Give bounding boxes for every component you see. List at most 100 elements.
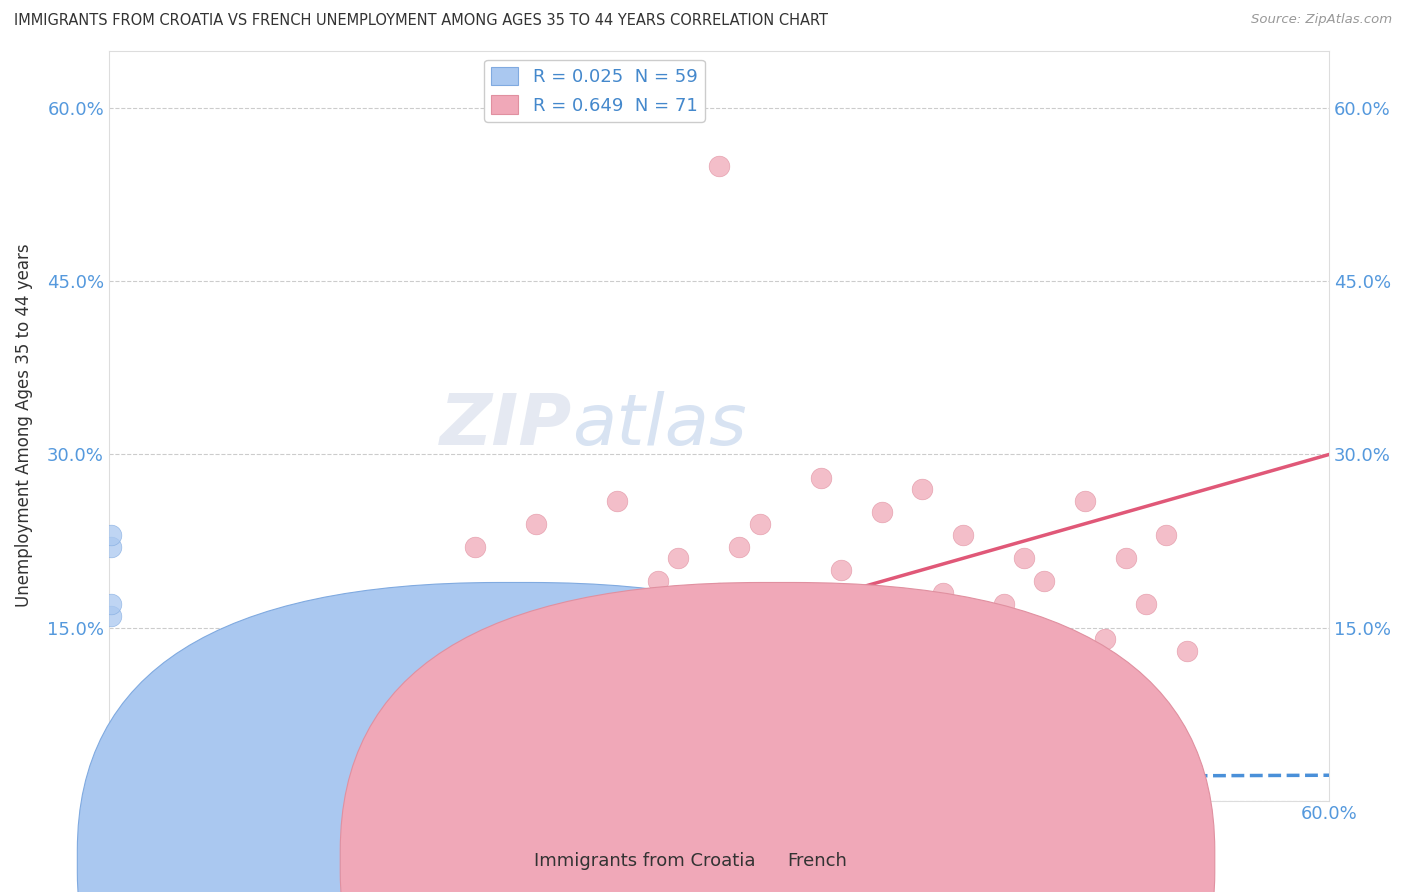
Point — [104, 782, 127, 797]
Point — [105, 782, 128, 797]
Point — [165, 736, 187, 750]
Point — [159, 736, 181, 750]
Point — [707, 586, 730, 600]
Point — [322, 678, 344, 692]
Point — [229, 713, 252, 727]
Point — [647, 574, 669, 589]
Point — [105, 782, 128, 797]
Point — [100, 782, 122, 797]
Point — [122, 782, 145, 797]
Point — [200, 724, 222, 739]
Point — [1156, 528, 1178, 542]
Point — [124, 782, 146, 797]
Point — [118, 771, 141, 785]
Point — [1074, 493, 1097, 508]
Point — [105, 782, 128, 797]
Point — [565, 621, 588, 635]
Point — [104, 782, 127, 797]
Point — [728, 540, 751, 554]
Point — [112, 782, 135, 797]
Point — [586, 609, 609, 624]
Point — [134, 759, 156, 773]
Point — [100, 782, 122, 797]
Point — [149, 747, 172, 762]
Point — [789, 609, 811, 624]
Point — [100, 782, 122, 797]
Point — [122, 771, 145, 785]
Text: ZIP: ZIP — [440, 392, 572, 460]
Point — [101, 782, 124, 797]
Point — [443, 632, 465, 646]
Point — [108, 782, 131, 797]
Point — [870, 505, 893, 519]
Point — [361, 655, 384, 669]
Point — [100, 782, 122, 797]
Point — [122, 782, 145, 797]
Point — [100, 782, 122, 797]
Point — [952, 528, 974, 542]
Point — [128, 782, 150, 797]
Point — [1175, 643, 1198, 657]
Point — [155, 747, 177, 762]
Point — [105, 782, 128, 797]
Point — [127, 782, 149, 797]
Point — [105, 782, 128, 797]
Point — [104, 782, 127, 797]
Point — [993, 598, 1015, 612]
Point — [114, 782, 136, 797]
Point — [891, 609, 914, 624]
Point — [291, 690, 314, 704]
Point — [707, 159, 730, 173]
Point — [851, 632, 873, 646]
Point — [138, 759, 160, 773]
Point — [112, 782, 135, 797]
Point — [270, 690, 292, 704]
Point — [190, 724, 212, 739]
Point — [108, 782, 131, 797]
Point — [1094, 632, 1116, 646]
Point — [1115, 551, 1137, 566]
Point — [115, 782, 138, 797]
Point — [100, 528, 122, 542]
Point — [101, 782, 124, 797]
Point — [101, 782, 124, 797]
Point — [169, 736, 191, 750]
Point — [110, 782, 132, 797]
Point — [110, 782, 132, 797]
Point — [281, 690, 304, 704]
Point — [100, 747, 122, 762]
Point — [505, 621, 527, 635]
Point — [219, 713, 242, 727]
Point — [209, 713, 232, 727]
Point — [423, 643, 446, 657]
Y-axis label: Unemployment Among Ages 35 to 44 years: Unemployment Among Ages 35 to 44 years — [15, 244, 32, 607]
Point — [118, 782, 141, 797]
Text: Immigrants from Croatia: Immigrants from Croatia — [534, 852, 756, 870]
Point — [101, 782, 124, 797]
Point — [1033, 574, 1056, 589]
Point — [104, 782, 127, 797]
Point — [100, 782, 122, 797]
Point — [179, 724, 201, 739]
Point — [114, 771, 136, 785]
Point — [120, 782, 142, 797]
Point — [104, 782, 127, 797]
Point — [100, 540, 122, 554]
Point — [382, 655, 405, 669]
Point — [105, 782, 128, 797]
Point — [114, 782, 136, 797]
Point — [810, 470, 832, 484]
Point — [666, 551, 689, 566]
Point — [342, 666, 364, 681]
Point — [688, 632, 710, 646]
Point — [112, 782, 135, 797]
Point — [524, 516, 547, 531]
Point — [104, 782, 127, 797]
Point — [911, 482, 934, 496]
Point — [1135, 598, 1157, 612]
Point — [104, 782, 127, 797]
Point — [931, 586, 953, 600]
Point — [142, 747, 165, 762]
Point — [100, 759, 122, 773]
Point — [118, 782, 141, 797]
